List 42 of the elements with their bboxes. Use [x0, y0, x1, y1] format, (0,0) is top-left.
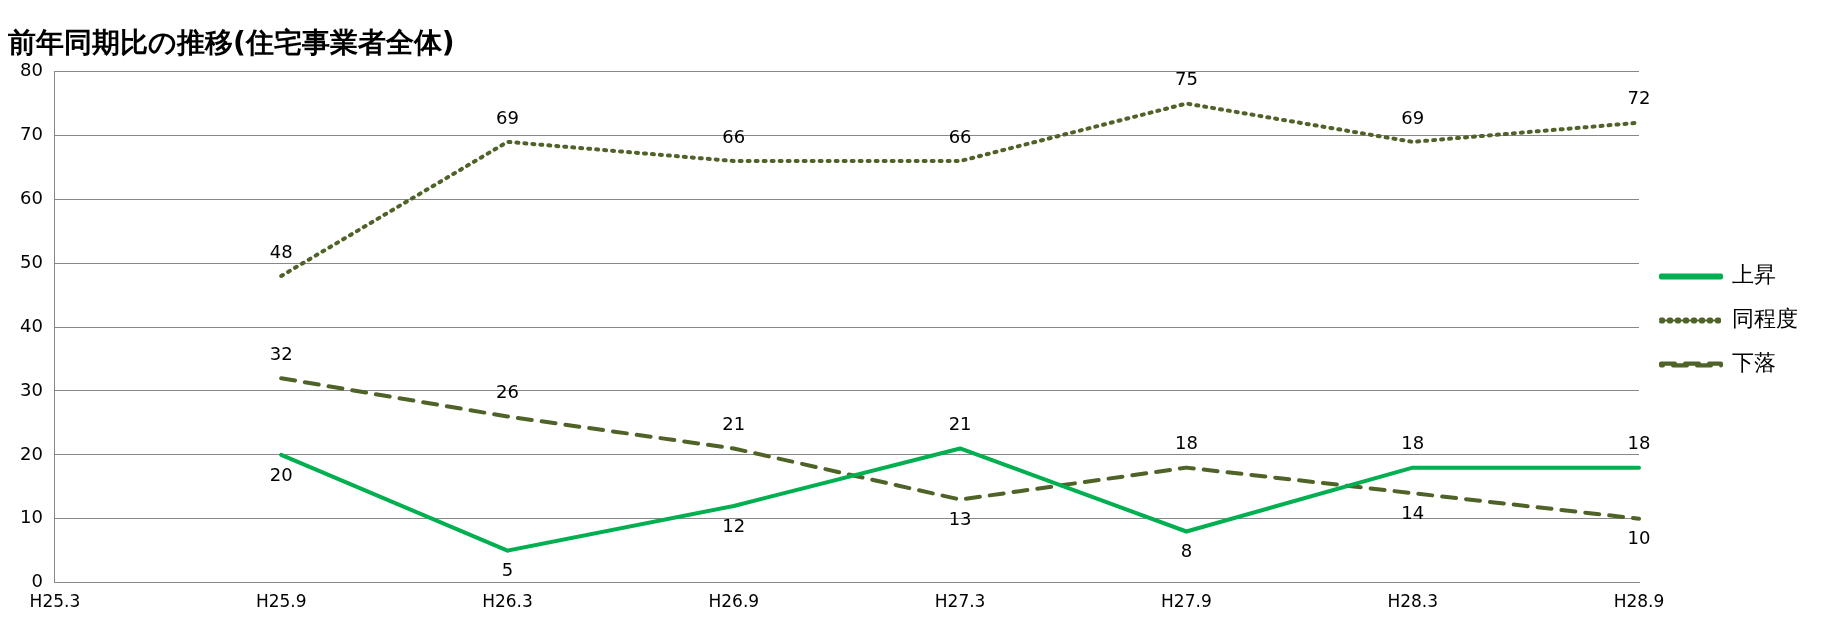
data-label: 75 — [1174, 68, 1198, 90]
data-label: 18 — [1401, 432, 1425, 454]
data-label: 66 — [722, 125, 746, 147]
legend-label: 上昇 — [1732, 262, 1776, 288]
data-label: 8 — [1180, 540, 1193, 562]
x-tick-label: H28.3 — [1387, 591, 1439, 612]
x-tick-label: H25.3 — [29, 591, 81, 612]
x-tick-label: H25.9 — [255, 591, 307, 612]
data-label: 18 — [1627, 432, 1651, 454]
data-label: 26 — [496, 381, 519, 403]
y-tick-label: 80 — [20, 59, 43, 81]
x-tick-label: H27.3 — [934, 591, 986, 612]
data-label: 66 — [948, 125, 972, 147]
data-label: 18 — [1174, 432, 1198, 454]
y-tick-label: 30 — [20, 378, 43, 400]
x-tick-label: H27.9 — [1161, 591, 1212, 612]
y-tick-label: 70 — [20, 123, 43, 145]
data-label: 5 — [501, 559, 514, 581]
data-label: 72 — [1627, 87, 1651, 109]
data-label: 69 — [496, 106, 519, 128]
data-label: 10 — [1627, 527, 1651, 549]
data-label: 20 — [269, 463, 293, 485]
y-tick-label: 0 — [31, 570, 43, 592]
data-label: 14 — [1401, 501, 1425, 523]
x-tick-label: H26.3 — [482, 591, 533, 612]
data-label: 69 — [1401, 106, 1425, 128]
data-label: 21 — [948, 413, 972, 435]
y-tick-label: 50 — [20, 250, 43, 272]
x-tick-label: H28.9 — [1613, 591, 1665, 612]
data-label: 13 — [948, 508, 972, 530]
legend-label: 下落 — [1732, 350, 1776, 376]
y-tick-label: 20 — [20, 442, 43, 464]
data-label: 32 — [269, 342, 293, 364]
chart-title: 前年同期比の推移(住宅事業者全体) — [7, 26, 455, 60]
y-tick-label: 10 — [20, 506, 43, 528]
x-tick-label: H26.9 — [708, 591, 760, 612]
data-label: 21 — [722, 413, 746, 435]
y-tick-label: 60 — [20, 187, 43, 209]
data-label: 12 — [722, 514, 746, 536]
legend-label: 同程度 — [1732, 306, 1798, 332]
data-label: 48 — [269, 240, 293, 262]
y-tick-label: 40 — [20, 314, 43, 336]
